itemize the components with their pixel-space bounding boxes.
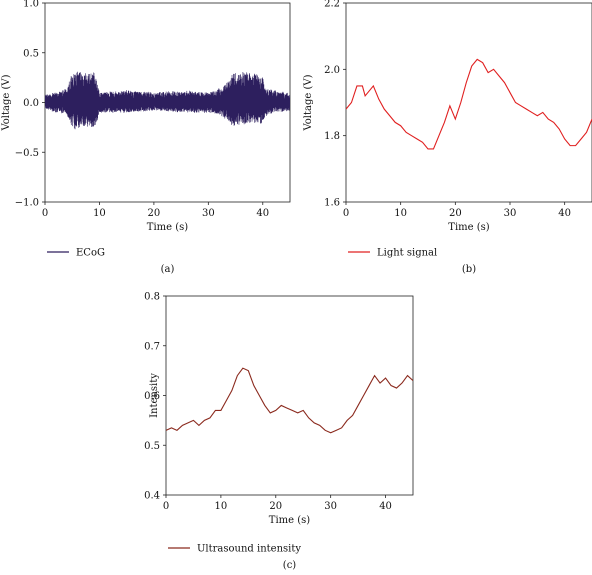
series-line-b (346, 58, 592, 150)
y-tick-label: 1.0 (23, 0, 39, 10)
y-tick-label: 2.2 (324, 0, 340, 10)
x-tick-label: 20 (148, 208, 161, 219)
x-tick-label: 0 (42, 208, 48, 219)
x-axis-label: Time (s) (147, 222, 188, 233)
y-axis-label: Intensity (149, 373, 160, 418)
panel-label: (b) (462, 264, 476, 275)
y-axis-label: Voltage (V) (1, 74, 12, 131)
x-axis-label: Time (s) (269, 515, 310, 526)
y-tick-label: 2.0 (324, 65, 340, 76)
x-axis-label: Time (s) (448, 222, 489, 233)
x-tick-label: 10 (394, 208, 407, 219)
y-tick-label: 0.5 (144, 441, 160, 452)
y-tick-label: 1.6 (324, 198, 340, 209)
y-tick-label: 1.8 (324, 131, 340, 142)
series-line-c (166, 367, 413, 434)
x-tick-label: 30 (324, 501, 337, 512)
y-tick-label: −1.0 (15, 198, 39, 209)
series-line-a (45, 71, 290, 130)
chart-panel-c: 0 10 20 30 40 0.4 0.5 0.6 0.7 0.8 Time (s) Intensit… (144, 292, 414, 571)
x-tick-label: 0 (163, 501, 169, 512)
y-axis-label: Voltage (V) (303, 74, 314, 131)
x-tick-label: 10 (215, 501, 228, 512)
legend-label: ECoG (76, 248, 105, 259)
panel-label: (c) (283, 560, 297, 571)
legend-label: Ultrasound intensity (197, 544, 301, 555)
y-tick-label: 0.4 (144, 491, 160, 502)
x-tick-label: 40 (256, 208, 269, 219)
x-tick-label: 30 (504, 208, 517, 219)
x-tick-label: 20 (269, 501, 282, 512)
y-tick-label: 0.6 (144, 391, 160, 402)
x-tick-label: 0 (343, 208, 349, 219)
panel-label: (a) (161, 264, 175, 275)
plot-frame (345, 2, 592, 203)
x-tick-label: 40 (379, 501, 392, 512)
y-tick-label: 0.7 (144, 341, 160, 352)
plot-frame (165, 295, 414, 496)
chart-panel-a: 0 10 20 30 40 −1.0 −0.5 0.0 0.5 1.0 Time (s) Voltag… (1, 0, 291, 275)
y-tick-label: −0.5 (15, 148, 39, 159)
y-tick-label: 0.0 (23, 98, 39, 109)
y-tick-label: 0.8 (144, 292, 160, 303)
chart-panel-b: 0 10 20 30 40 1.6 1.8 2.0 2.2 Time (s) Voltage (V)… (303, 0, 592, 275)
x-tick-label: 30 (202, 208, 215, 219)
y-tick-label: 0.5 (23, 48, 39, 59)
x-tick-label: 40 (558, 208, 571, 219)
x-tick-label: 20 (449, 208, 462, 219)
legend-label: Light signal (377, 248, 437, 259)
x-tick-label: 10 (93, 208, 106, 219)
